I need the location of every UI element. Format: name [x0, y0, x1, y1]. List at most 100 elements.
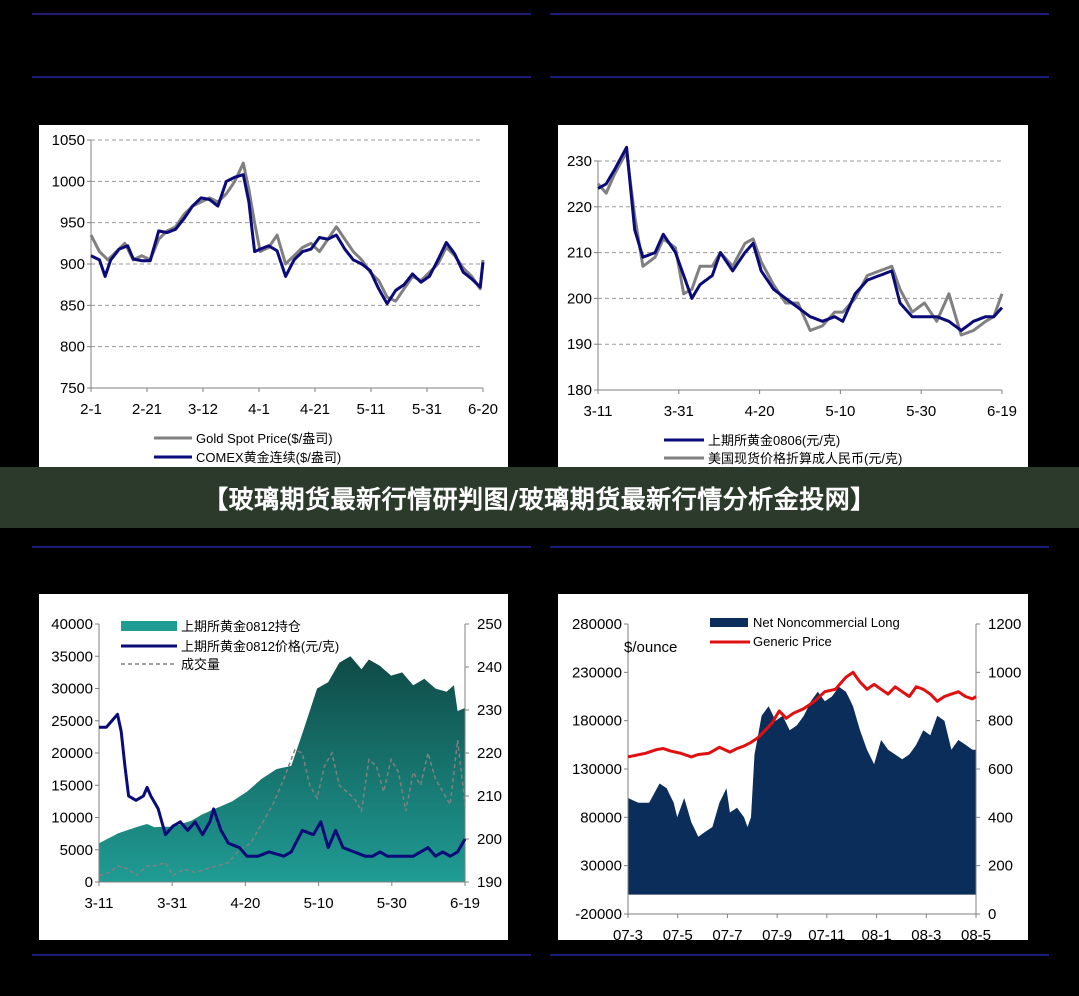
legend-label: 美国现货价格折算成人民币(元/克) [708, 451, 902, 466]
y2-tick-label: 200 [988, 858, 1013, 875]
chart-panel-noncommercial: -20000 30000 80000 130000 180000 230000 280000… [558, 594, 1028, 940]
y-tick-label: 10000 [51, 810, 93, 827]
y-tick-label: 15000 [51, 777, 93, 794]
y2-tick-label: 200 [477, 831, 502, 848]
x-tick-label: 3-11 [85, 895, 114, 912]
x-tick-label: 3-11 [584, 403, 613, 420]
y2-tick-label: 1200 [988, 616, 1021, 633]
y-tick-label: 30000 [51, 681, 93, 698]
x-tick-label: 5-10 [825, 403, 855, 420]
legend-label: Gold Spot Price($/盎司) [196, 431, 333, 446]
x-tick-label: 4-1 [248, 401, 270, 418]
series-line-1 [90, 173, 485, 306]
legend-swatch [710, 618, 748, 627]
y-tick-label: 30000 [580, 858, 622, 875]
y2-tick-label: 210 [477, 788, 502, 805]
y2-tick-label: 1000 [988, 664, 1021, 681]
x-tick-label: 08-5 [961, 927, 991, 940]
chart-panel-gold-spot: 750 800 850 900 950 1000 1050 2-1 2-21 3-12 4-1 4-2… [39, 125, 508, 468]
y-tick-label: 1050 [52, 132, 85, 149]
legend-label: 上期所黄金0812持仓 [181, 619, 301, 634]
x-tick-label: 6-20 [468, 401, 498, 418]
y2-tick-label: 400 [988, 809, 1013, 826]
legend-label: 成交量 [181, 657, 220, 672]
legend-swatch [121, 621, 177, 631]
x-tick-label: 5-31 [412, 401, 442, 418]
x-tick-label: 4-21 [300, 401, 330, 418]
rule-bottom-left [32, 954, 531, 956]
y-tick-label: 180000 [572, 713, 622, 730]
y-tick-label: 200 [567, 290, 592, 307]
title-banner: 【玻璃期货最新行情研判图/玻璃期货最新行情分析金投网】 [0, 467, 1079, 528]
chart-panel-shfe-gold: 180 190 200 210 220 230 3-11 3-31 4-20 5-10 5-30 6-… [558, 125, 1028, 468]
y2-tick-label: 220 [477, 745, 502, 762]
x-tick-label: 07-9 [762, 927, 792, 940]
x-tick-label: 5-10 [304, 895, 334, 912]
y-tick-label: 230000 [572, 664, 622, 681]
y2-tick-label: 240 [477, 659, 502, 676]
x-tick-label: 07-5 [663, 927, 693, 940]
x-tick-label: 07-3 [613, 927, 643, 940]
rule-upper-right [550, 76, 1049, 78]
x-tick-label: 3-31 [157, 895, 187, 912]
y-axis-unit-label: $/ounce [624, 639, 677, 656]
price-line [99, 712, 467, 858]
x-tick-label: 5-11 [357, 401, 386, 418]
y-tick-label: 40000 [51, 616, 93, 633]
series-line-0 [597, 145, 1004, 332]
x-tick-label: 07-7 [712, 927, 742, 940]
shfe-vs-us-gold-chart: 180 190 200 210 220 230 3-11 3-31 4-20 5-10 5-30 6-… [567, 145, 1017, 466]
x-tick-label: 5-30 [377, 895, 407, 912]
y2-tick-label: 600 [988, 761, 1013, 778]
y-tick-label: -20000 [575, 906, 622, 923]
noncommercial-long-chart: -20000 30000 80000 130000 180000 230000 280000… [572, 615, 1021, 940]
rule-top-left [32, 13, 531, 15]
y-tick-label: 220 [567, 199, 592, 216]
rule-upper-left [32, 76, 531, 78]
y-tick-label: 900 [60, 256, 85, 273]
y-tick-label: 280000 [572, 616, 622, 633]
y-tick-label: 950 [60, 215, 85, 232]
y-tick-label: 25000 [51, 713, 93, 730]
y-tick-label: 850 [60, 297, 85, 314]
generic-price-line [627, 670, 977, 759]
y-tick-label: 35000 [51, 648, 93, 665]
y-tick-label: 130000 [572, 761, 622, 778]
x-tick-label: 08-3 [911, 927, 941, 940]
volume-line [98, 740, 466, 877]
x-tick-label: 6-19 [987, 403, 1017, 420]
y2-tick-label: 0 [988, 906, 996, 923]
y-tick-label: 80000 [580, 809, 622, 826]
legend-label: 上期所黄金0806(元/克) [708, 433, 840, 448]
x-tick-label: 07-11 [808, 927, 845, 940]
y-tick-label: 750 [60, 380, 85, 397]
y-tick-label: 0 [85, 874, 93, 891]
x-tick-label: 5-30 [906, 403, 936, 420]
open-interest-area [99, 656, 465, 882]
x-tick-label: 08-1 [862, 927, 892, 940]
legend-label: 上期所黄金0812价格(元/克) [181, 639, 339, 654]
y-tick-label: 800 [60, 339, 85, 356]
y2-tick-label: 190 [477, 874, 502, 891]
rule-mid-left [32, 546, 531, 548]
y2-tick-label: 250 [477, 616, 502, 633]
x-tick-label: 2-1 [80, 401, 102, 418]
noncommercial-area [628, 686, 976, 895]
legend-label: Net Noncommercial Long [753, 615, 900, 630]
chart-panel-shfe-0812: 0 5000 10000 15000 20000 25000 30000 35000 40000… [39, 594, 508, 940]
y-tick-label: 20000 [51, 745, 93, 762]
rule-top-right [550, 13, 1049, 15]
y2-tick-label: 800 [988, 713, 1013, 730]
legend-label: Generic Price [753, 634, 832, 649]
banner-title: 【玻璃期货最新行情研判图/玻璃期货最新行情分析金投网】 [203, 484, 876, 514]
x-tick-label: 2-21 [132, 401, 162, 418]
x-tick-label: 6-19 [450, 895, 480, 912]
shfe-0812-open-interest-chart: 0 5000 10000 15000 20000 25000 30000 35000 40000… [51, 616, 502, 912]
rule-bottom-right [550, 954, 1049, 956]
y-tick-label: 180 [567, 382, 592, 399]
x-tick-label: 3-12 [188, 401, 218, 418]
y-tick-label: 230 [567, 153, 592, 170]
y-tick-label: 1000 [52, 173, 85, 190]
y2-tick-label: 230 [477, 702, 502, 719]
rule-mid-right [550, 546, 1049, 548]
